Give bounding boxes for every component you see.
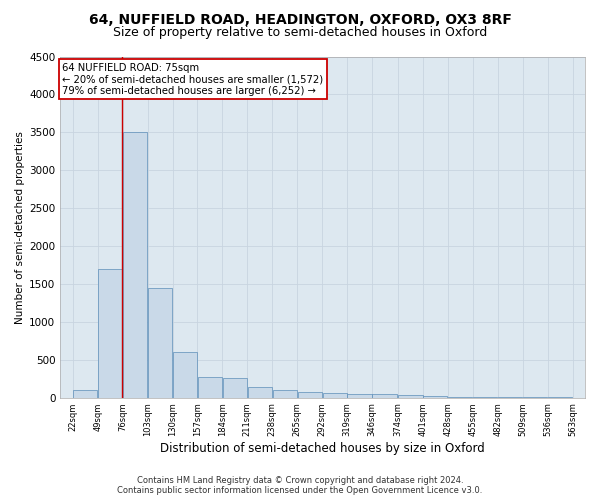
Bar xyxy=(373,394,397,398)
Bar xyxy=(347,394,371,398)
Bar xyxy=(73,390,97,398)
Bar xyxy=(523,397,547,398)
Text: Size of property relative to semi-detached houses in Oxford: Size of property relative to semi-detach… xyxy=(113,26,487,39)
X-axis label: Distribution of semi-detached houses by size in Oxford: Distribution of semi-detached houses by … xyxy=(160,442,485,455)
Bar xyxy=(248,386,272,398)
Bar xyxy=(298,392,322,398)
Bar xyxy=(223,378,247,398)
Bar xyxy=(98,269,122,398)
Y-axis label: Number of semi-detached properties: Number of semi-detached properties xyxy=(15,130,25,324)
Bar xyxy=(498,397,522,398)
Bar xyxy=(272,390,297,398)
Bar xyxy=(448,396,472,398)
Bar xyxy=(173,352,197,398)
Bar xyxy=(423,396,448,398)
Bar xyxy=(123,132,147,398)
Bar xyxy=(323,393,347,398)
Text: Contains HM Land Registry data © Crown copyright and database right 2024.
Contai: Contains HM Land Registry data © Crown c… xyxy=(118,476,482,495)
Bar xyxy=(398,396,422,398)
Text: 64 NUFFIELD ROAD: 75sqm
← 20% of semi-detached houses are smaller (1,572)
79% of: 64 NUFFIELD ROAD: 75sqm ← 20% of semi-de… xyxy=(62,62,323,96)
Bar xyxy=(473,397,497,398)
Bar xyxy=(198,377,222,398)
Text: 64, NUFFIELD ROAD, HEADINGTON, OXFORD, OX3 8RF: 64, NUFFIELD ROAD, HEADINGTON, OXFORD, O… xyxy=(89,12,511,26)
Bar xyxy=(148,288,172,398)
